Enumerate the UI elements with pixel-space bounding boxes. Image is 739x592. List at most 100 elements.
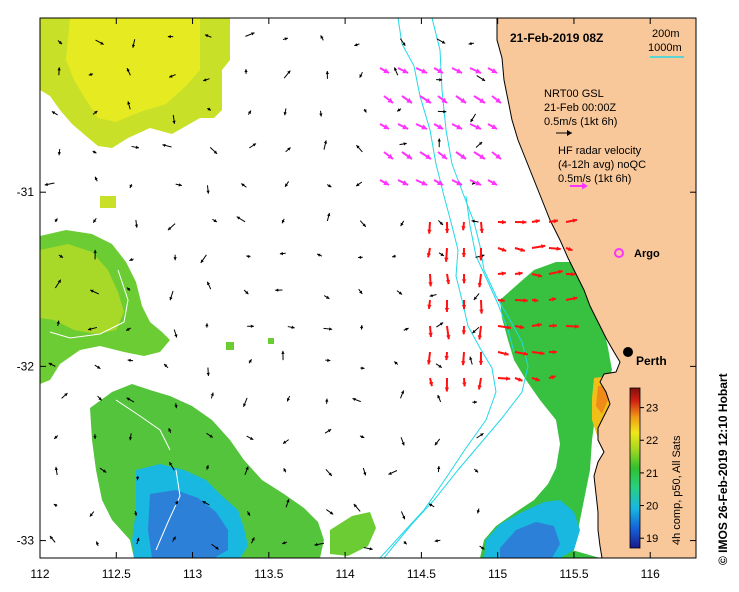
colorbar-label: 4h comp, p50, All Sats <box>671 435 683 545</box>
hf-arrow-south <box>565 246 573 252</box>
sst-contour <box>49 269 129 339</box>
gsl-arrow <box>476 75 486 82</box>
hf-arrow-north <box>451 179 463 186</box>
hf-arrow-north <box>415 179 428 186</box>
hf-arrow-north <box>451 67 463 74</box>
gsl-arrow <box>399 142 407 146</box>
colorbar-tick-label: 22 <box>646 435 658 447</box>
gsl-arrow <box>403 541 408 545</box>
hf-arrow-south <box>427 299 432 310</box>
x-tick-label: 112.5 <box>102 567 131 581</box>
gsl-arrow <box>174 403 178 409</box>
hf-arrow-north <box>397 179 409 186</box>
y-tick-label: -31 <box>17 185 35 199</box>
hf-arrow-south <box>548 269 563 275</box>
hf-arrow-north <box>397 123 409 130</box>
hf-arrow-south <box>548 297 557 302</box>
gsl-arrow <box>173 329 178 338</box>
gsl-arrow <box>434 539 441 543</box>
hf-arrow-north <box>437 95 448 104</box>
hf-arrow-south <box>514 324 525 330</box>
gsl-arrow <box>469 356 473 365</box>
gsl-arrow <box>362 467 367 476</box>
gsl-arrow <box>323 295 330 300</box>
sst-pixel <box>226 342 234 350</box>
hf-arrow-south <box>444 247 449 262</box>
hf-arrow-south <box>461 247 467 258</box>
hf-arrow-south <box>461 351 466 366</box>
gsl-arrow <box>56 320 60 327</box>
colorbar-tick-label: 20 <box>646 501 658 513</box>
gsl-arrow <box>167 34 174 39</box>
gsl-arrow <box>360 366 365 370</box>
gsl-arrow <box>363 108 367 113</box>
gsl-arrow <box>428 503 435 508</box>
gsl-arrow <box>243 289 249 295</box>
gsl-arrow <box>323 140 328 150</box>
gsl-arrow <box>285 147 291 153</box>
plot-area <box>40 18 696 558</box>
gsl-arrow <box>438 220 444 226</box>
hf-arrow-south <box>477 325 483 340</box>
gsl-arrow <box>476 432 484 439</box>
hf-arrow-north <box>469 179 482 186</box>
hf-arrow-north <box>383 95 394 104</box>
gsl-arrow <box>438 252 445 257</box>
hf-arrow-south <box>497 271 506 276</box>
hf-arrow-north <box>455 151 467 160</box>
gsl-arrow <box>51 110 58 116</box>
gsl-arrow <box>54 466 58 476</box>
gsl-arrow <box>287 325 295 329</box>
gsl-arrow <box>129 257 134 262</box>
gsl-arrow <box>474 468 479 473</box>
gsl-arrow <box>129 184 133 189</box>
isobath-coastal <box>465 195 515 353</box>
x-tick-label: 116 <box>641 567 660 581</box>
x-tick-label: 115 <box>488 567 507 581</box>
gsl-arrow <box>434 438 441 446</box>
gsl-arrow <box>206 185 210 194</box>
plot-frame <box>39 17 697 559</box>
gsl-arrow <box>93 433 97 440</box>
gsl-arrow <box>205 464 209 470</box>
gsl-arrow <box>167 223 176 231</box>
gsl-arrow <box>476 508 480 514</box>
gsl-arrow <box>470 113 477 123</box>
hf-arrow-north <box>419 151 432 160</box>
gsl-arrow <box>285 499 290 508</box>
gsl-arrow <box>352 397 361 403</box>
gsl-arrow <box>57 40 63 45</box>
hf-arrow-south <box>565 296 578 301</box>
colorbar-tick-label: 23 <box>646 403 658 415</box>
gsl-arrow <box>400 437 405 446</box>
hf-arrow-north <box>487 123 498 130</box>
argo-marker <box>614 248 624 258</box>
gsl-arrow <box>205 323 209 328</box>
gsl-arrow <box>248 359 252 364</box>
hf-arrow-south <box>548 323 557 328</box>
gsl-arrow <box>168 461 175 471</box>
gsl-arrow <box>393 67 399 76</box>
gsl-arrow <box>89 289 100 295</box>
gsl-arrow <box>168 427 172 434</box>
sst-contour <box>115 399 171 451</box>
hf-legend-line2: (4-12h avg) noQC <box>558 159 646 171</box>
gsl-arrow <box>437 465 441 473</box>
gsl-arrow <box>94 176 98 182</box>
hf-arrow-south <box>444 221 450 233</box>
hf-arrow-north <box>455 95 467 104</box>
hf-arrow-south <box>531 298 539 303</box>
gsl-arrow <box>58 254 64 259</box>
gsl-arrow <box>325 398 329 404</box>
isobath-200m-lines <box>379 18 529 558</box>
gsl-arrow <box>314 542 325 547</box>
gsl-arrow <box>283 467 287 473</box>
hf-arrow-south <box>428 377 434 387</box>
sst-contour <box>155 469 181 551</box>
depth-200-label: 200m <box>652 28 680 40</box>
colorbar-gradient <box>629 387 641 549</box>
colorbar-ticks: 19 20 21 22 23 <box>640 403 658 545</box>
gsl-arrow <box>244 466 249 475</box>
hf-arrow-south <box>514 247 526 252</box>
gsl-legend-line1: NRT00 GSL <box>544 88 604 100</box>
